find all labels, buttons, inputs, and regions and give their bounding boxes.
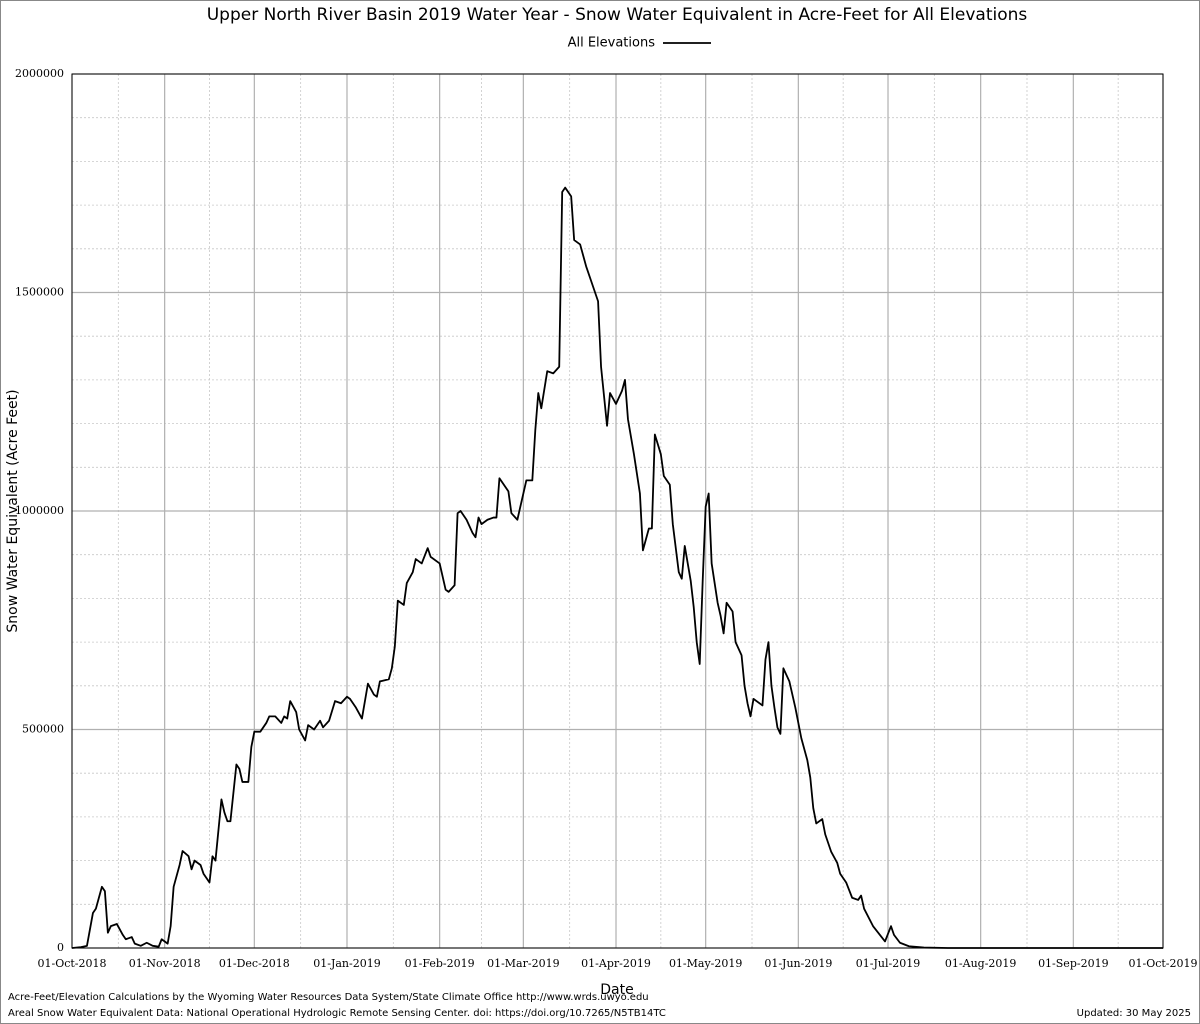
x-tick-label: 01-Aug-2019 [945, 957, 1017, 970]
updated: Updated: 30 May 2025 [1077, 1008, 1191, 1019]
legend-label: All Elevations [568, 36, 656, 51]
x-axis-label: Date [600, 982, 633, 998]
x-tick-label: 01-Jun-2019 [764, 957, 832, 970]
x-tick-label: 01-Jan-2019 [313, 957, 380, 970]
y-tick-label: 500000 [22, 723, 64, 736]
x-tick-label: 01-Oct-2018 [37, 957, 106, 970]
x-tick-label: 01-Sep-2019 [1038, 957, 1109, 970]
y-axis-label: Snow Water Equivalent (Acre Feet) [5, 389, 21, 632]
x-tick-label: 01-Feb-2019 [405, 957, 475, 970]
chart-title: Upper North River Basin 2019 Water Year … [207, 5, 1028, 25]
y-tick-label: 1500000 [15, 286, 64, 299]
x-tick-label: 01-Apr-2019 [581, 957, 651, 970]
data-line [71, 186, 1163, 949]
y-tick-label: 2000000 [15, 67, 64, 80]
y-tick-label: 1000000 [15, 504, 64, 517]
note: Areal Snow Water Equivalent Data: Nation… [8, 1008, 666, 1019]
x-tick-label: 01-Oct-2019 [1128, 957, 1197, 970]
y-tick-label: 0 [57, 941, 64, 954]
x-tick-label: 01-Dec-2018 [219, 957, 290, 970]
note: Acre-Feet/Elevation Calculations by the … [8, 992, 649, 1003]
plot-area [71, 73, 1164, 949]
x-tick-label: 01-Mar-2019 [487, 957, 560, 970]
x-tick-label: 01-Nov-2018 [129, 957, 201, 970]
x-tick-label: 01-May-2019 [669, 957, 742, 970]
x-tick-label: 01-Jul-2019 [856, 957, 920, 970]
